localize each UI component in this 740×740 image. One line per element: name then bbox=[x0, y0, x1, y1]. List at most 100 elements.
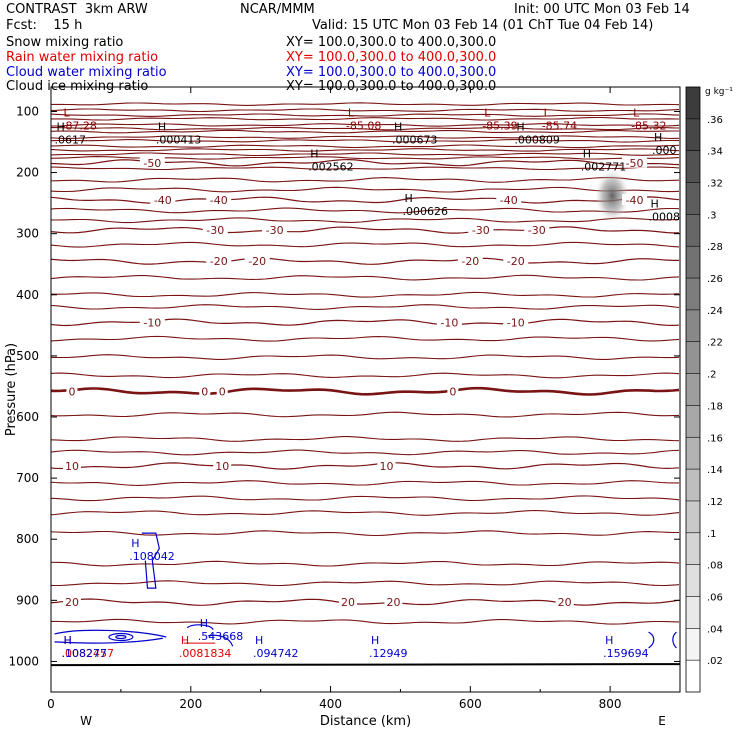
isotherm-line bbox=[51, 580, 680, 587]
extremum-marker: H bbox=[651, 198, 659, 211]
cloud-water-contour bbox=[115, 634, 127, 640]
extremum-marker: L bbox=[348, 107, 355, 120]
isotherm-line bbox=[51, 436, 680, 442]
isotherm-label: 0 bbox=[68, 385, 75, 398]
isotherm-label: -30 bbox=[472, 224, 490, 237]
isotherm-line bbox=[51, 304, 680, 310]
colorbar-tick-label: .28 bbox=[707, 242, 723, 253]
cloud-water-contour bbox=[54, 629, 167, 644]
init-time: Init: 00 UTC Mon 03 Feb 14 bbox=[514, 2, 690, 17]
isotherm-line bbox=[51, 241, 680, 248]
y-tick-label: 300 bbox=[16, 227, 39, 241]
extremum-marker: H bbox=[63, 634, 71, 647]
extremum-marker: H bbox=[158, 121, 166, 134]
field-cloud-water-name: Cloud water mixing ratio bbox=[6, 65, 167, 80]
isotherm-line bbox=[51, 480, 679, 486]
extremum-marker: H bbox=[131, 537, 139, 550]
colorbar-tick-label: .2 bbox=[707, 370, 717, 381]
isotherm-line-0 bbox=[51, 386, 680, 396]
isotherm-label: -40 bbox=[154, 194, 172, 207]
colorbar-segment bbox=[686, 532, 700, 565]
colorbar-segment bbox=[686, 150, 700, 183]
isotherm-label: -30 bbox=[266, 224, 284, 237]
extremum-marker: H bbox=[310, 148, 318, 161]
x-tick-label: 400 bbox=[319, 697, 342, 711]
extremum-value: .000673 bbox=[392, 134, 438, 147]
isotherm-label-bg bbox=[216, 385, 228, 397]
isotherm-label-bg bbox=[199, 385, 211, 397]
isotherm-label: -30 bbox=[206, 224, 224, 237]
extremum-marker: H bbox=[583, 148, 591, 161]
colorbar-tick-label: .26 bbox=[707, 274, 723, 285]
colorbar-segment bbox=[686, 469, 700, 501]
colorbar-tick-label: .02 bbox=[707, 656, 723, 667]
cloud-water-contour bbox=[648, 631, 655, 649]
plot-frame bbox=[50, 86, 681, 693]
cloud-water-contour bbox=[141, 532, 160, 589]
colorbar-tick-label: .14 bbox=[707, 465, 723, 476]
isotherm-label-bg bbox=[213, 459, 232, 471]
isotherm-line bbox=[51, 509, 680, 516]
extremum-marker: H bbox=[255, 634, 263, 647]
extremum-value: .0008 bbox=[649, 211, 681, 224]
isotherm-label: -30 bbox=[528, 224, 546, 237]
extremum-value: .12949 bbox=[369, 647, 408, 660]
field-snow-xy: XY= 100.0,300.0 to 400.0,300.0 bbox=[286, 35, 497, 50]
isotherm-line bbox=[51, 148, 680, 152]
isotherm-label-bg bbox=[206, 255, 232, 267]
isotherm-label-bg bbox=[202, 224, 228, 235]
isotherm-label: -50 bbox=[626, 157, 644, 170]
y-tick-label: 200 bbox=[16, 166, 39, 180]
colorbar-tick-label: .18 bbox=[707, 401, 723, 412]
surface-line bbox=[51, 663, 680, 667]
x-tick-label: 0 bbox=[47, 697, 55, 711]
isotherm-label-bg bbox=[503, 255, 529, 267]
colorbar-tick-label: .36 bbox=[707, 115, 723, 126]
y-tick-label: 800 bbox=[16, 532, 39, 546]
isotherm-label: 20 bbox=[65, 596, 79, 609]
isotherm-label-bg bbox=[384, 596, 403, 608]
colorbar-segment bbox=[686, 309, 700, 342]
extremum-marker: H bbox=[605, 634, 613, 647]
isotherm-label: 10 bbox=[65, 460, 79, 473]
colorbar-tick-label: .1 bbox=[707, 529, 717, 540]
isotherm-line--40 bbox=[51, 196, 680, 204]
isotherm-line bbox=[51, 291, 680, 298]
cloud-ice-shading bbox=[595, 169, 630, 222]
isotherm-line--30 bbox=[51, 226, 679, 234]
extremum-value: .0617 bbox=[54, 134, 86, 147]
extremum-value: .000413 bbox=[156, 134, 202, 147]
valid-time: Valid: 15 UTC Mon 03 Feb 14 (01 ChT Tue … bbox=[312, 18, 654, 33]
isotherm-label-bg bbox=[139, 156, 165, 168]
isotherm-line bbox=[51, 372, 680, 379]
colorbar-segment bbox=[686, 87, 700, 119]
colorbar-tick-label: .08 bbox=[707, 561, 723, 572]
isotherm-label: 20 bbox=[558, 596, 572, 609]
isotherm-line bbox=[51, 530, 679, 537]
extremum-value: -85.74 bbox=[542, 120, 577, 133]
isotherm-label-bg bbox=[62, 596, 81, 608]
isotherm-label-bg bbox=[62, 459, 81, 471]
forecast-hour: Fcst: 15 h bbox=[6, 18, 83, 33]
extremum-value: .002562 bbox=[308, 161, 354, 174]
isotherm-label-bg bbox=[139, 316, 165, 328]
field-rain-name: Rain water mixing ratio bbox=[6, 50, 159, 65]
field-rain-xy: XY= 100.0,300.0 to 400.0,300.0 bbox=[286, 50, 497, 65]
extremum-value: .000 bbox=[652, 144, 677, 157]
isotherm-line bbox=[51, 354, 680, 360]
isotherm-line bbox=[51, 449, 680, 456]
extremum-marker: L bbox=[633, 107, 640, 120]
colorbar-segment bbox=[686, 341, 700, 374]
extremum-value: -87.28 bbox=[61, 120, 96, 133]
y-tick-label: 1000 bbox=[8, 654, 39, 668]
isotherm-line-10 bbox=[51, 462, 680, 470]
colorbar-segment bbox=[686, 118, 700, 151]
isotherm-line bbox=[51, 166, 680, 171]
colorbar-segment bbox=[686, 278, 700, 310]
extremum-value: .543668 bbox=[198, 630, 244, 643]
isotherm-line bbox=[51, 123, 680, 127]
isotherm-label: 0 bbox=[219, 385, 226, 398]
isotherm-line bbox=[51, 102, 680, 106]
colorbar-segment bbox=[686, 214, 700, 247]
field-snow-name: Snow mixing ratio bbox=[6, 35, 124, 50]
